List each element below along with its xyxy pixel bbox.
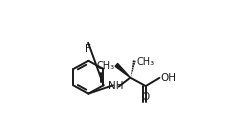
Text: O: O — [141, 92, 149, 102]
Text: NH: NH — [107, 81, 123, 91]
Text: OH: OH — [160, 73, 176, 83]
Polygon shape — [114, 63, 130, 78]
Text: CH₃: CH₃ — [136, 57, 154, 67]
Text: CH₃: CH₃ — [96, 61, 114, 71]
Text: F: F — [85, 44, 91, 54]
